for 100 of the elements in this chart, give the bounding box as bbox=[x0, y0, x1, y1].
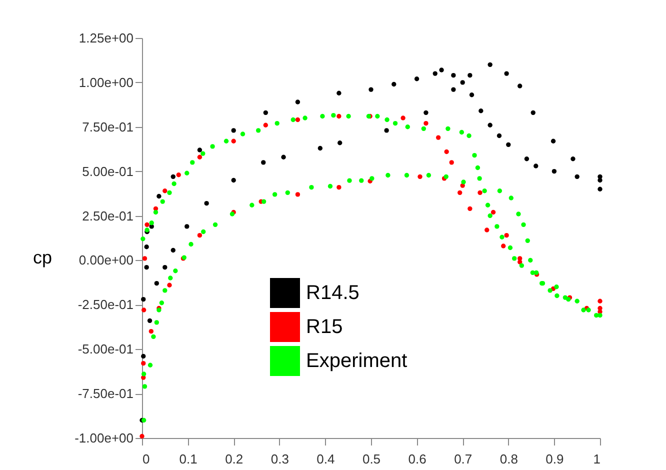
point bbox=[368, 87, 374, 92]
point bbox=[424, 120, 428, 126]
point bbox=[142, 256, 148, 261]
point bbox=[318, 146, 323, 151]
x-tick-label: 0.3 bbox=[270, 452, 289, 466]
y-tick-label: 7.50e-01 bbox=[82, 119, 134, 134]
point bbox=[197, 232, 202, 238]
x-tick-label: 0.7 bbox=[454, 452, 472, 466]
point bbox=[488, 62, 492, 68]
point bbox=[167, 282, 172, 288]
x-tick-label: 0.5 bbox=[362, 452, 381, 466]
point bbox=[392, 82, 396, 87]
point bbox=[295, 117, 300, 122]
point bbox=[295, 192, 300, 197]
point bbox=[414, 76, 420, 82]
point bbox=[231, 178, 236, 183]
point bbox=[424, 110, 428, 116]
point bbox=[550, 138, 556, 144]
point bbox=[598, 186, 602, 192]
point bbox=[147, 318, 152, 324]
y-axis-title: cp bbox=[32, 248, 52, 268]
y-tick-label: 5.00e-01 bbox=[82, 164, 134, 179]
point bbox=[451, 72, 456, 78]
x-tick-label: 0.8 bbox=[500, 452, 518, 466]
legend-label: R14.5 bbox=[306, 282, 360, 304]
point bbox=[338, 140, 342, 146]
point bbox=[231, 138, 236, 144]
point bbox=[144, 222, 150, 228]
point bbox=[263, 122, 268, 128]
point bbox=[444, 149, 449, 154]
point bbox=[478, 108, 484, 114]
point bbox=[197, 154, 202, 160]
point bbox=[496, 133, 502, 138]
point bbox=[598, 298, 602, 304]
point bbox=[432, 71, 438, 76]
y-tick-label: -1.00e+00 bbox=[74, 430, 134, 446]
y-tick-label: 0.00e+00 bbox=[78, 252, 134, 268]
point bbox=[141, 296, 146, 302]
point bbox=[436, 135, 441, 140]
point bbox=[530, 110, 536, 116]
y-tick-label: 2.50e-01 bbox=[82, 208, 134, 224]
point bbox=[281, 154, 286, 160]
point bbox=[490, 210, 496, 215]
point bbox=[156, 194, 162, 199]
point bbox=[469, 92, 474, 98]
point bbox=[400, 116, 406, 120]
x-tick-label: 0.4 bbox=[316, 452, 335, 466]
point bbox=[336, 114, 342, 119]
x-tick-label: 0.1 bbox=[179, 452, 198, 466]
point bbox=[460, 80, 465, 85]
y-tick-label: -7.50e-01 bbox=[78, 386, 134, 402]
y-tick-label: 1.00e+00 bbox=[78, 74, 134, 90]
x-tick-label: 0.2 bbox=[225, 452, 244, 466]
point bbox=[336, 184, 342, 190]
point bbox=[144, 244, 149, 250]
point bbox=[468, 72, 472, 78]
point bbox=[263, 110, 268, 116]
point bbox=[204, 200, 209, 206]
point bbox=[418, 174, 422, 180]
point bbox=[504, 71, 509, 76]
point bbox=[518, 84, 522, 88]
legend-label: R15 bbox=[306, 316, 343, 338]
point bbox=[148, 328, 154, 334]
point bbox=[451, 87, 456, 92]
point bbox=[458, 190, 462, 196]
legend-label: Experiment bbox=[306, 350, 408, 372]
point bbox=[176, 172, 181, 178]
point bbox=[574, 174, 580, 180]
point bbox=[140, 434, 144, 439]
y-tick-label: 1.25e+00 bbox=[78, 30, 134, 46]
point bbox=[141, 308, 146, 312]
point bbox=[154, 280, 159, 286]
point bbox=[162, 188, 168, 194]
point bbox=[524, 156, 530, 162]
point bbox=[197, 148, 202, 152]
point bbox=[162, 264, 168, 270]
point bbox=[468, 206, 472, 212]
point bbox=[449, 160, 454, 165]
point bbox=[231, 128, 236, 133]
y-tick-label: -2.50e-01 bbox=[78, 297, 134, 312]
x-tick-label: 0.9 bbox=[546, 452, 564, 466]
point bbox=[384, 128, 389, 133]
point bbox=[570, 156, 576, 162]
y-tick-label: -5.00e-01 bbox=[78, 342, 134, 357]
x-tick-label: 1 bbox=[593, 452, 600, 466]
point bbox=[504, 232, 509, 238]
point bbox=[439, 68, 444, 72]
point bbox=[518, 256, 522, 261]
point bbox=[336, 90, 342, 96]
point bbox=[501, 244, 506, 248]
point bbox=[488, 122, 492, 128]
point bbox=[534, 164, 538, 168]
point bbox=[295, 100, 300, 104]
point bbox=[170, 248, 176, 253]
point bbox=[478, 190, 482, 196]
point bbox=[184, 224, 190, 229]
point bbox=[141, 360, 146, 366]
x-tick-label: 0.6 bbox=[408, 452, 426, 466]
x-tick-label: 0 bbox=[142, 452, 150, 466]
point bbox=[141, 354, 146, 359]
